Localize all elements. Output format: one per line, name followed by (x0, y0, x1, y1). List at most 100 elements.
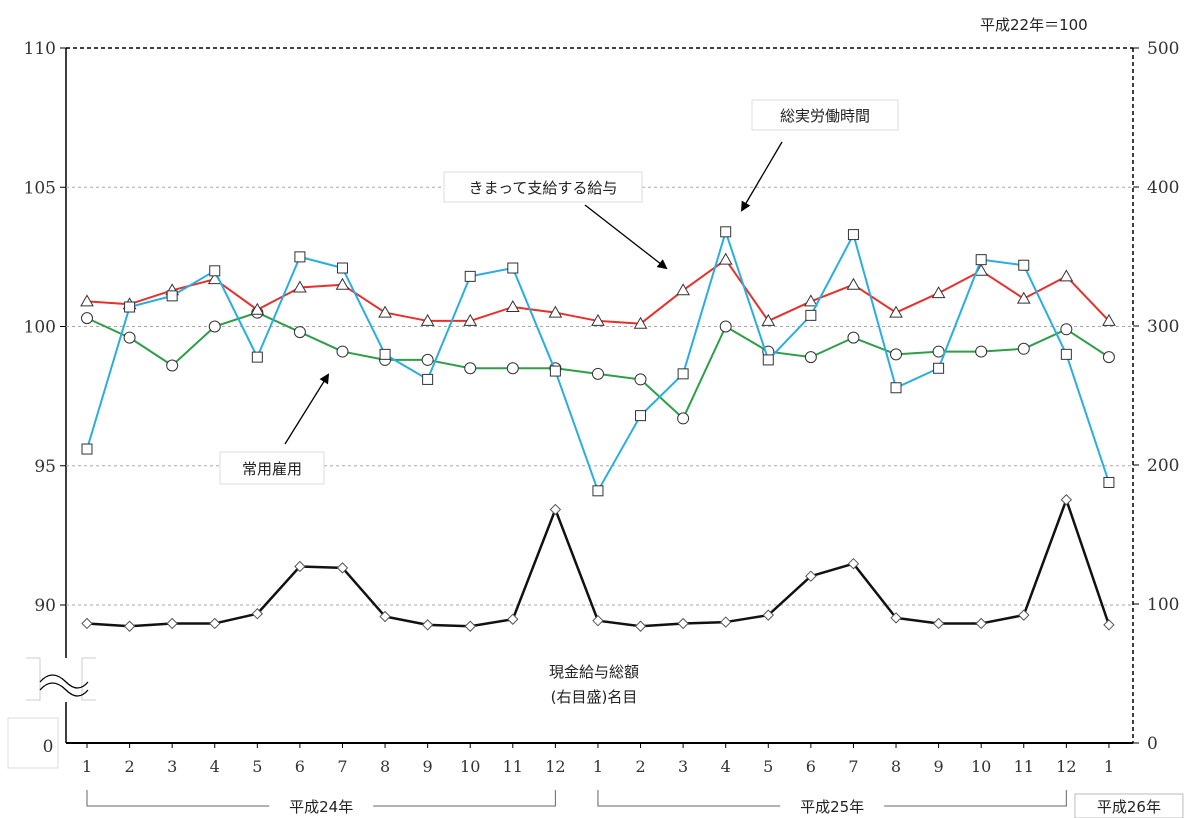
x-tick-label: 6 (295, 757, 305, 776)
data-point (209, 265, 221, 277)
svg-text:きまって支給する給与: きまって支給する給与 (469, 179, 618, 197)
data-point (933, 362, 945, 374)
data-point (932, 345, 945, 358)
data-point (81, 617, 93, 630)
data-point (931, 286, 946, 299)
x-tick-label: 4 (721, 757, 731, 776)
data-point (422, 373, 434, 385)
x-tick-label: 1 (593, 757, 603, 776)
data-point (847, 557, 860, 570)
x-tick-label: 1 (82, 757, 92, 776)
data-point (635, 410, 647, 422)
x-tick-label: 7 (337, 757, 347, 776)
data-point (762, 354, 774, 366)
data-point (336, 562, 349, 574)
data-point (1059, 269, 1074, 282)
plot-frame (65, 47, 1134, 744)
annotation-wages-label: きまって支給する給与 (443, 171, 643, 203)
svg-text:(右目盛)名目: (右目盛)名目 (551, 688, 638, 706)
x-tick-label: 2 (124, 757, 134, 776)
data-point (719, 320, 732, 333)
data-point (720, 226, 732, 238)
data-point (166, 290, 178, 302)
data-point (846, 277, 861, 290)
x-tick-label: 12 (1056, 757, 1076, 776)
data-point (592, 485, 604, 497)
data-point (975, 254, 987, 266)
right-axis: 500 400 300 200 100 0 (1133, 39, 1179, 754)
data-point (633, 316, 648, 329)
data-point (507, 613, 519, 625)
data-point (718, 252, 733, 265)
x-tick-label: 5 (763, 757, 773, 776)
data-point (847, 229, 859, 241)
right-tick-label: 100 (1147, 595, 1179, 615)
x-tick-label: 7 (848, 757, 858, 776)
data-point (1102, 313, 1116, 326)
data-point (251, 608, 264, 620)
data-point (847, 331, 860, 344)
x-tick-label: 9 (423, 757, 433, 776)
left-tick-label-break: 0 (43, 737, 54, 757)
x-tick-label: 11 (503, 757, 523, 776)
data-point (166, 359, 179, 372)
data-point (677, 617, 689, 630)
data-point (505, 299, 520, 313)
data-point (251, 351, 263, 363)
data-point (421, 619, 434, 631)
x-tick-label: 6 (806, 757, 816, 776)
x-tick-label: 3 (678, 757, 688, 776)
annotation-hours-label: 総実労働時間 (751, 99, 899, 131)
data-point (294, 560, 306, 573)
data-point (975, 345, 988, 358)
left-tick-label: 95 (34, 457, 56, 477)
annotation-employment-label: 常用雇用 (219, 451, 325, 485)
x-tick-label: 10 (971, 757, 991, 776)
data-point (890, 382, 902, 394)
x-tick-label: 8 (891, 757, 901, 776)
year-groups: 平成24年 平成25年 平成26年 (86, 790, 1184, 818)
right-tick-label: 0 (1147, 734, 1158, 754)
svg-text:現金給与総額: 現金給与総額 (549, 663, 639, 681)
arrow-hours (740, 141, 783, 212)
data-point (889, 305, 903, 318)
data-point (890, 612, 902, 624)
data-point (80, 294, 94, 307)
arrow-wages (584, 204, 668, 270)
x-tick-label: 12 (545, 757, 565, 776)
x-tick-label: 1 (1104, 757, 1114, 776)
data-point (549, 503, 562, 516)
x-tick-label: 9 (934, 757, 944, 776)
data-point (634, 373, 647, 386)
data-point (677, 368, 689, 380)
series-layer (80, 226, 1116, 632)
series-line (86, 498, 1111, 628)
index-base-note: 平成22年＝100 (980, 16, 1088, 34)
year-label: 平成24年 (289, 798, 353, 816)
series-triangle (80, 252, 1116, 329)
x-tick-label: 3 (167, 757, 177, 776)
right-tick-label: 300 (1147, 317, 1179, 337)
annotation-cash-label: 現金給与総額 (右目盛)名目 (549, 663, 639, 706)
data-point (166, 617, 178, 630)
data-point (464, 270, 476, 282)
data-point (293, 326, 306, 339)
year-label-bg (269, 795, 374, 817)
arrow-employment (284, 373, 330, 445)
left-tick-label: 90 (34, 596, 56, 616)
data-point (81, 443, 93, 455)
data-point (975, 617, 987, 630)
series-diamond (81, 494, 1115, 632)
data-point (293, 280, 307, 293)
data-point (1016, 291, 1031, 304)
year-group: 平成24年 (86, 790, 556, 817)
data-point (464, 620, 476, 632)
year-group: 平成26年 (1074, 793, 1184, 818)
data-point (805, 309, 817, 321)
data-point (1102, 351, 1115, 364)
right-tick-label: 400 (1147, 178, 1179, 198)
year-label: 平成25年 (800, 798, 864, 816)
data-point (719, 616, 732, 628)
data-point (1060, 348, 1072, 360)
left-axis: 110 105 100 95 90 0 (24, 39, 66, 757)
